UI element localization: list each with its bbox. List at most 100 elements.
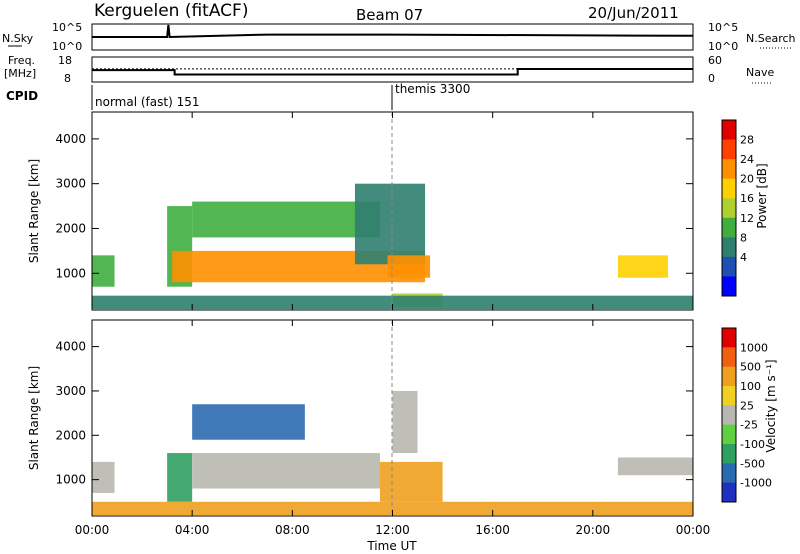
nsearch-label: N.Search (746, 32, 796, 45)
power-colorbar-segment-0 (722, 120, 736, 141)
nave-tick-low: 0 (708, 72, 715, 85)
nave-tick-high: 60 (708, 54, 722, 67)
x-tick-label-6: 00:00 (676, 523, 711, 537)
velocity-colorbar-frame (721, 327, 737, 503)
power-ylabel: Slant Range [km] (27, 159, 41, 263)
velocity-ytick-label-2: 2000 (55, 428, 86, 442)
power-colorbar-tick-2: 20 (740, 173, 754, 186)
velocity-ylabel: Slant Range [km] (27, 366, 41, 470)
power-colorbar-segment-1 (722, 139, 736, 160)
velocity-colorbar-tick-6: -500 (740, 457, 765, 470)
power-heatmap (92, 183, 693, 310)
power-yticks: 4000 3000 2000 1000 (55, 132, 693, 280)
velocity-colorbar-segment-3 (722, 386, 736, 406)
velocity-colorbar-tick-2: 100 (740, 380, 761, 393)
x-tick-label-0: 00:00 (75, 523, 110, 537)
velocity-ytick-label-1: 3000 (55, 384, 86, 398)
velocity-heatmap (92, 390, 693, 516)
power-region-4 (354, 183, 426, 265)
freq-label-1: Freq. (8, 54, 35, 67)
velocity-colorbar-tick-0: 1000 (740, 341, 768, 354)
station-title: Kerguelen (fitACF) (94, 1, 248, 21)
nsky-tick-high: 10^5 (52, 21, 82, 34)
velocity-colorbar-tick-5: -100 (740, 438, 765, 451)
nsky-panel: N.Sky 10^5 10^0 10^5 10^0 N.Search (2, 21, 796, 53)
velocity-region-6 (617, 457, 693, 476)
power-colorbar-tick-0: 28 (740, 134, 754, 147)
date-title: 20/Jun/2011 (588, 4, 679, 22)
power-colorbar-frame (721, 119, 737, 297)
freq-panel: Freq. [MHz] 18 8 60 0 Nave (4, 54, 774, 85)
velocity-colorbar-tick-3: 25 (740, 399, 754, 412)
cpid-mode-2: themis 3300 (395, 82, 470, 96)
velocity-colorbar-segment-0 (722, 328, 736, 348)
velocity-colorbar-segment-2 (722, 366, 736, 387)
cpid-mode-1: normal (fast) 151 (95, 95, 199, 109)
velocity-colorbar-segment-4 (722, 405, 736, 426)
cpid-panel: CPID normal (fast) 151 themis 3300 (6, 82, 470, 110)
nsearch-tick-high: 10^5 (708, 21, 738, 34)
power-colorbar-segment-8 (722, 276, 736, 297)
velocity-ytick-label-3: 1000 (55, 473, 86, 487)
beam-title: Beam 07 (356, 6, 423, 24)
nsky-label: N.Sky (2, 32, 34, 45)
nsearch-tick-low: 10^0 (708, 40, 738, 53)
velocity-colorbar-tick-1: 500 (740, 361, 761, 374)
power-region-5 (387, 255, 431, 278)
nave-label: Nave (746, 66, 774, 79)
velocity-colorbar-segment-8 (722, 482, 736, 503)
nsky-tick-low: 10^0 (52, 40, 82, 53)
x-tick-label-4: 16:00 (475, 523, 510, 537)
power-panel: Slant Range [km] 4000 3000 2000 1000 28 24 20… (27, 111, 769, 311)
power-colorbar: 28 24 20 16 12 8 4 (721, 119, 754, 297)
x-tick-label-5: 20:00 (576, 523, 611, 537)
power-colorbar-label: Power [dB] (755, 163, 769, 228)
power-colorbar-tick-3: 16 (740, 192, 754, 205)
nsky-series-line (92, 24, 694, 39)
power-region-3 (192, 201, 380, 238)
freq-tick-low: 8 (64, 72, 71, 85)
velocity-colorbar-segment-7 (722, 463, 736, 484)
cpid-label: CPID (6, 89, 38, 103)
power-colorbar-tick-6: 4 (740, 251, 747, 264)
x-axis-label: Time UT (366, 539, 417, 553)
velocity-region-0 (92, 461, 115, 493)
velocity-colorbar-segment-1 (722, 347, 736, 368)
velocity-region-3 (192, 404, 305, 440)
power-colorbar-tick-5: 8 (740, 231, 747, 244)
velocity-region-7 (92, 501, 693, 516)
velocity-region-4 (379, 461, 443, 502)
velocity-colorbar: 1000 500 100 25 -25 -100 -500 -1000 (721, 327, 772, 503)
freq-series-line (92, 68, 693, 76)
power-region-0 (92, 255, 115, 287)
power-colorbar-segment-6 (722, 237, 736, 258)
velocity-colorbar-segment-5 (722, 424, 736, 445)
power-colorbar-segment-3 (722, 178, 736, 199)
velocity-colorbar-tick-7: -1000 (740, 477, 772, 490)
x-tick-label-1: 04:00 (175, 523, 210, 537)
velocity-colorbar-segment-6 (722, 444, 736, 464)
power-ytick-label-1: 3000 (55, 177, 86, 191)
velocity-ytick-label-0: 4000 (55, 340, 86, 354)
power-ytick-label-0: 4000 (55, 132, 86, 146)
freq-label-2: [MHz] (4, 67, 36, 80)
power-colorbar-segment-2 (722, 159, 736, 180)
velocity-yticks: 4000 3000 2000 1000 (55, 340, 693, 487)
power-colorbar-segment-7 (722, 256, 736, 277)
power-colorbar-segment-4 (722, 198, 736, 219)
power-ytick-label-2: 2000 (55, 221, 86, 235)
velocity-panel: Slant Range [km] 4000 3000 2000 1000 1000 50… (27, 319, 778, 517)
velocity-region-5 (392, 390, 418, 454)
x-tick-label-3: 12:00 (375, 523, 410, 537)
power-ytick-label-3: 1000 (55, 266, 86, 280)
velocity-region-1 (167, 453, 193, 502)
power-colorbar-segment-5 (722, 217, 736, 238)
power-colorbar-tick-4: 12 (740, 212, 754, 225)
power-region-7 (617, 255, 668, 278)
velocity-colorbar-tick-4: -25 (740, 419, 758, 432)
velocity-colorbar-label: Velocity [m s⁻¹] (764, 359, 778, 452)
velocity-region-2 (192, 453, 380, 489)
x-tick-label-2: 08:00 (275, 523, 310, 537)
x-axis-ticks: 00:00 04:00 08:00 12:00 16:00 20:00 00:00 (75, 112, 711, 537)
